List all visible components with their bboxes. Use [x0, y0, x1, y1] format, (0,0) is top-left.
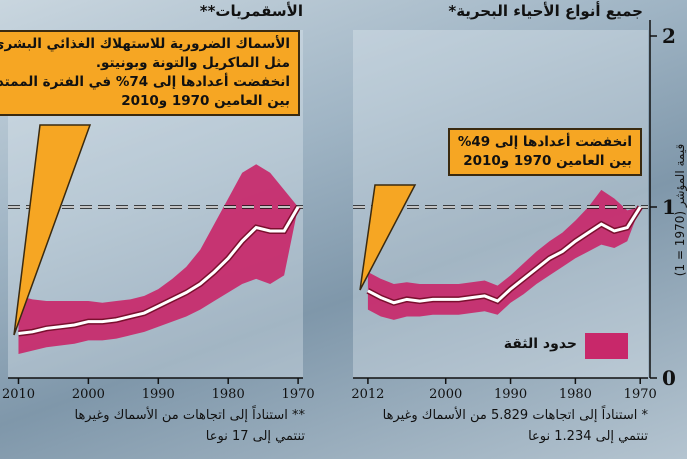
confidence-band	[367, 189, 641, 320]
legend-label: حدود الثقة	[503, 336, 577, 352]
callout: الأسماك الضرورية للاستهلاك الغذائي البشر…	[0, 30, 300, 116]
y-tick-label: 0	[662, 366, 676, 390]
callout-line: بين العامين 1970 و2010	[463, 153, 632, 169]
x-tick-label: 1980	[212, 387, 245, 402]
x-tick-label: 1990	[142, 387, 175, 402]
y-tick-label: 2	[662, 24, 676, 48]
x-tick-label: 1980	[559, 387, 592, 402]
x-tick-label: 2012	[351, 387, 384, 402]
y-tick-label: 1	[662, 195, 676, 219]
x-tick-label: 1970	[282, 387, 315, 402]
confidence-band	[18, 164, 299, 355]
x-tick-label: 2000	[429, 387, 462, 402]
y-axis-label: قيمة المؤشر (1970 = 1)	[673, 144, 687, 276]
callout-line: انخفضت أعدادها إلى 49%	[457, 134, 632, 150]
chart-title: الأسقمريات**	[199, 2, 303, 20]
x-tick-label: 2010	[2, 387, 35, 402]
footnote: ** استناداً إلى اتجاهات من الأسماك وغيره…	[74, 408, 305, 423]
callout: انخفضت أعدادها إلى 49% بين العامين 1970 و…	[447, 128, 642, 176]
x-tick-label: 1970	[624, 387, 657, 402]
legend-swatch	[585, 333, 628, 359]
callout-line: بين العامين 1970 و2010	[121, 93, 290, 109]
callout-line: الأسماك الضرورية للاستهلاك الغذائي البشر…	[0, 36, 290, 52]
callout-line: مثل الماكريل والتونة وبونيتو.	[95, 55, 290, 71]
callout-line: انخفضت أعدادها إلى 74% في الفترة الممتدة	[0, 74, 290, 90]
callout-pointer	[13, 124, 92, 336]
callout-pointer	[359, 184, 417, 291]
x-tick-label: 1990	[494, 387, 527, 402]
footnote: تنتمي إلى 17 نوعا	[205, 429, 305, 444]
footnote: * استناداً إلى اتجاهات 5.829 من الأسماك …	[382, 408, 648, 423]
footnote: تنتمي إلى 1.234 نوعا	[528, 429, 648, 444]
series-line	[367, 206, 642, 305]
chart-title: جميع أنواع الأحياء البحرية*	[448, 2, 643, 20]
series-line	[18, 206, 300, 336]
x-tick-label: 2000	[72, 387, 105, 402]
